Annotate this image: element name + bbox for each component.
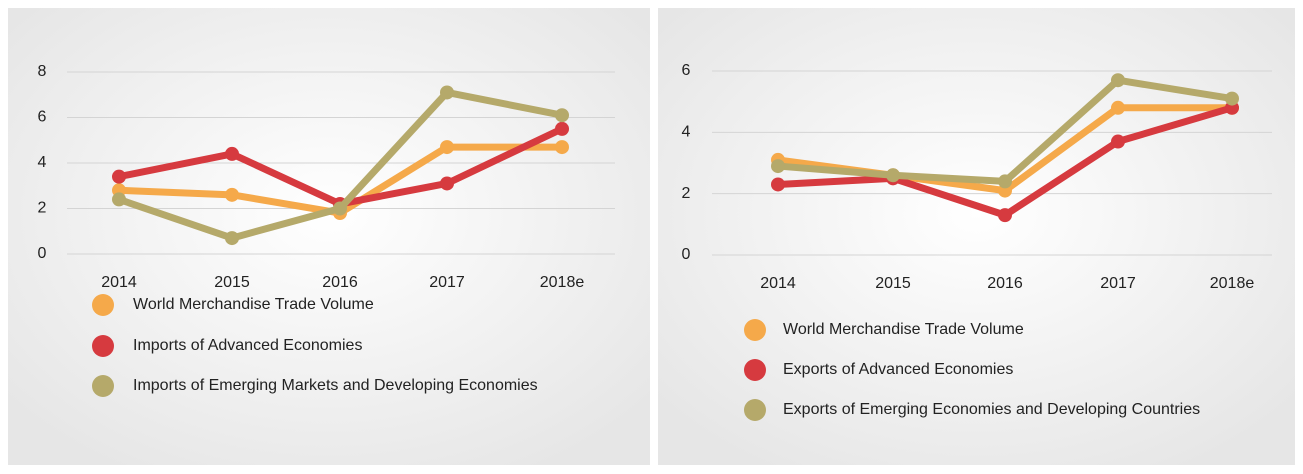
point	[998, 208, 1012, 223]
x-tick-label: 2014	[101, 274, 137, 291]
panel	[658, 8, 1295, 465]
legend-label: World Merchandise Trade Volume	[133, 296, 374, 313]
point	[225, 146, 239, 161]
y-tick-label: 4	[38, 154, 47, 171]
point	[1111, 73, 1125, 88]
legend-label: World Merchandise Trade Volume	[783, 321, 1024, 338]
point	[1225, 91, 1239, 106]
point	[333, 201, 347, 216]
legend-label: Imports of Advanced Economies	[133, 337, 362, 354]
panel	[8, 8, 650, 465]
point	[1111, 134, 1125, 149]
x-tick-label: 2016	[322, 274, 358, 291]
y-tick-label: 6	[682, 62, 691, 79]
point	[555, 140, 569, 155]
x-tick-label: 2015	[875, 275, 911, 292]
x-tick-label: 2016	[987, 275, 1023, 292]
x-tick-label: 2015	[214, 274, 250, 291]
y-tick-label: 2	[38, 200, 47, 217]
legend-marker	[92, 375, 114, 397]
point	[440, 140, 454, 155]
x-tick-label: 2017	[1100, 275, 1136, 292]
point	[440, 85, 454, 100]
x-tick-label: 2014	[760, 275, 796, 292]
y-tick-label: 0	[38, 245, 47, 262]
legend-label: Exports of Advanced Economies	[783, 361, 1013, 378]
y-tick-label: 6	[38, 109, 47, 126]
point	[886, 168, 900, 183]
y-tick-label: 2	[682, 185, 691, 202]
point	[555, 121, 569, 136]
x-tick-label: 2018e	[540, 274, 585, 291]
legend-marker	[744, 399, 766, 421]
legend-marker	[92, 294, 114, 316]
legend-marker	[92, 335, 114, 357]
y-tick-label: 8	[38, 63, 47, 80]
point	[1111, 100, 1125, 115]
point	[225, 187, 239, 202]
point	[225, 231, 239, 246]
point	[555, 108, 569, 123]
point	[771, 159, 785, 174]
legend-marker	[744, 359, 766, 381]
point	[771, 177, 785, 192]
y-tick-label: 0	[682, 246, 691, 263]
point	[998, 174, 1012, 189]
point	[112, 192, 126, 207]
legend-label: Exports of Emerging Economies and Develo…	[783, 401, 1200, 418]
x-tick-label: 2017	[429, 274, 465, 291]
legend-marker	[744, 319, 766, 341]
y-tick-label: 4	[682, 124, 691, 141]
point	[440, 176, 454, 191]
point	[112, 169, 126, 184]
legend-label: Imports of Emerging Markets and Developi…	[133, 377, 538, 394]
x-tick-label: 2018e	[1210, 275, 1255, 292]
